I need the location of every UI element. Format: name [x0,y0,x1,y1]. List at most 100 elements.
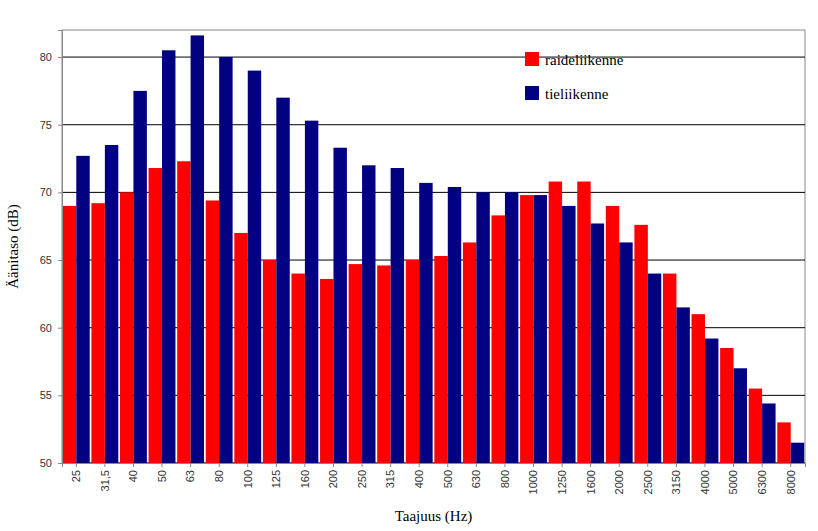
x-tick-label: 1000 [527,470,539,494]
bar [476,192,489,463]
x-tick-label: 80 [213,470,225,482]
y-tick-mark [58,260,62,261]
x-tick-mark [762,463,763,467]
x-tick: 40 [127,463,139,482]
x-tick: 200 [327,463,339,488]
x-tick: 1000 [527,463,539,494]
bar [206,200,219,463]
y-axis: 50556065707580 [40,31,63,470]
bar [377,265,390,463]
legend: raideliikennetieliikenne [525,52,624,102]
bar [76,156,89,463]
x-tick-label: 630 [470,470,482,488]
bar [734,368,747,463]
x-tick: 630 [470,463,482,488]
bar [333,148,346,463]
x-tick: 125 [270,463,282,488]
x-tick-label: 3150 [670,470,682,494]
bar [463,242,476,463]
x-tick: 100 [242,463,254,488]
x-tick: 63 [184,463,196,482]
bar [362,165,375,463]
y-tick-label: 65 [40,254,52,266]
x-tick: 3150 [670,463,682,494]
y-tick: 55 [40,389,62,401]
bar-series [76,35,804,463]
legend-swatch [525,52,539,66]
x-tick-label: 8000 [785,470,797,494]
bar [63,206,76,463]
y-tick-mark [58,395,62,396]
legend-swatch [525,86,539,100]
bar [648,274,661,463]
bar [219,57,232,463]
bar [676,307,689,463]
x-tick: 80 [213,463,225,482]
x-tick: 1600 [585,463,597,494]
x-tick-label: 100 [242,470,254,488]
bar [448,187,461,463]
x-tick-label: 63 [184,470,196,482]
x-tick-label: 400 [413,470,425,488]
bar [762,403,775,463]
x-tick-mark [247,463,248,467]
x-tick: 400 [413,463,425,488]
x-tick-mark [76,463,77,467]
x-tick-label: 500 [442,470,454,488]
bar [291,274,304,463]
x-tick-mark [647,463,648,467]
x-tick-mark [733,463,734,467]
x-tick-mark [276,463,277,467]
bar [577,182,590,463]
x-tick-label: 125 [270,470,282,488]
y-axis-title: Äänitaso (dB) [5,204,22,289]
y-axis-line [58,31,63,464]
y-tick-mark [58,328,62,329]
y-tick-label: 60 [40,322,52,334]
bar [133,91,146,463]
x-tick-mark [304,463,305,467]
x-tick-mark [676,463,677,467]
x-tick-label: 2500 [642,470,654,494]
bar [177,161,190,463]
x-tick-label: 6300 [756,470,768,494]
y-tick-label: 80 [40,51,52,63]
bar [505,192,518,463]
bar [419,183,432,463]
x-tick-mark [447,463,448,467]
x-tick-mark [419,463,420,467]
y-tick-mark [58,463,62,464]
x-tick: 250 [356,463,368,488]
x-tick: 2000 [613,463,625,494]
x-tick-mark [562,463,563,467]
x-tick-label: 2000 [613,470,625,494]
x-tick-mark [362,463,363,467]
bar [276,98,289,463]
x-tick-mark [590,463,591,467]
legend-label: tieliikenne [545,86,609,102]
bar [305,121,318,463]
x-tick-label: 315 [384,470,396,488]
x-tick: 5000 [727,463,739,494]
y-tick: 60 [40,322,62,334]
chart-container: 505560657075802531,540506380100125160200… [0,0,818,531]
x-tick-label: 160 [299,470,311,488]
x-tick-label: 250 [356,470,368,488]
bar [320,279,333,463]
x-tick-mark [133,463,134,467]
bar [705,339,718,463]
chart-svg: 505560657075802531,540506380100125160200… [0,0,818,531]
bar [406,260,419,463]
x-axis-title: Taajuus (Hz) [395,508,473,525]
y-tick: 65 [40,254,62,266]
x-tick: 25 [70,463,82,482]
bar [634,225,647,463]
x-tick-label: 1250 [556,470,568,494]
x-tick-mark [533,463,534,467]
bar [749,389,762,463]
x-tick-label: 1600 [585,470,597,494]
bar [591,223,604,463]
x-tick: 1250 [556,463,568,494]
y-tick: 80 [40,51,62,63]
x-tick-label: 25 [70,470,82,482]
